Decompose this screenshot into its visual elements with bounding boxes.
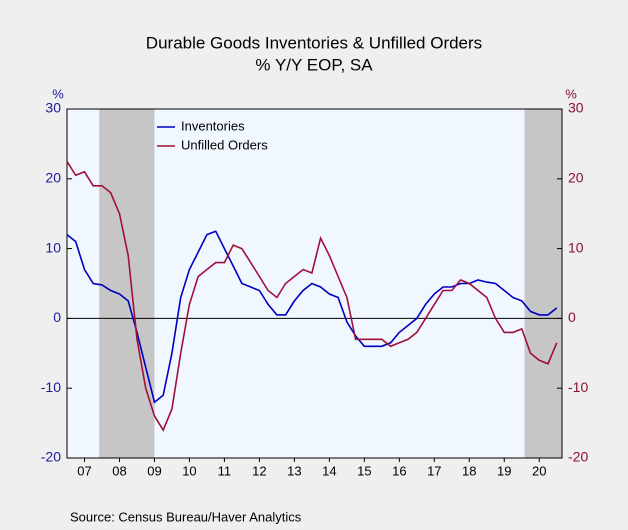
x-tick-label: 18	[462, 463, 476, 478]
x-tick-label: 17	[427, 463, 441, 478]
y2-tick-label: 10	[568, 239, 584, 255]
series-line	[66, 230, 558, 404]
chart-subtitle: % Y/Y EOP, SA	[255, 55, 373, 74]
x-tick-label: 08	[112, 463, 126, 478]
y2-tick-label: 20	[568, 170, 584, 186]
y-tick-label: 0	[53, 309, 61, 325]
series-line	[66, 160, 558, 432]
y2-tick-label: -10	[568, 379, 588, 395]
x-tick-label: 12	[252, 463, 266, 478]
x-tick-label: 20	[532, 463, 546, 478]
y-axis-label: %	[52, 86, 64, 101]
legend-label: Unfilled Orders	[181, 137, 268, 152]
source-note: Source: Census Bureau/Haver Analytics	[70, 509, 302, 524]
y-tick-label: -20	[41, 449, 61, 465]
y-tick-label: -10	[41, 379, 61, 395]
y-tick-label: 10	[45, 239, 61, 255]
x-tick-label: 10	[182, 463, 196, 478]
x-tick-label: 16	[392, 463, 406, 478]
x-tick-label: 19	[497, 463, 511, 478]
x-tick-label: 15	[357, 463, 371, 478]
x-tick-label: 09	[147, 463, 161, 478]
y2-tick-label: 30	[568, 100, 584, 116]
x-tick-label: 11	[218, 463, 232, 478]
y-tick-label: 30	[45, 100, 61, 116]
recession-band	[99, 109, 155, 458]
plot-frame	[66, 108, 563, 459]
y2-tick-label: 0	[568, 309, 576, 325]
legend-label: Inventories	[181, 118, 245, 133]
recession-band	[524, 109, 562, 458]
chart-title: Durable Goods Inventories & Unfilled Ord…	[146, 33, 482, 52]
x-tick-label: 13	[287, 463, 301, 478]
x-tick-label: 14	[322, 463, 336, 478]
y2-axis-label: %	[565, 86, 577, 101]
y-tick-label: 20	[45, 170, 61, 186]
x-tick-label: 07	[77, 463, 91, 478]
y2-tick-label: -20	[568, 449, 588, 465]
